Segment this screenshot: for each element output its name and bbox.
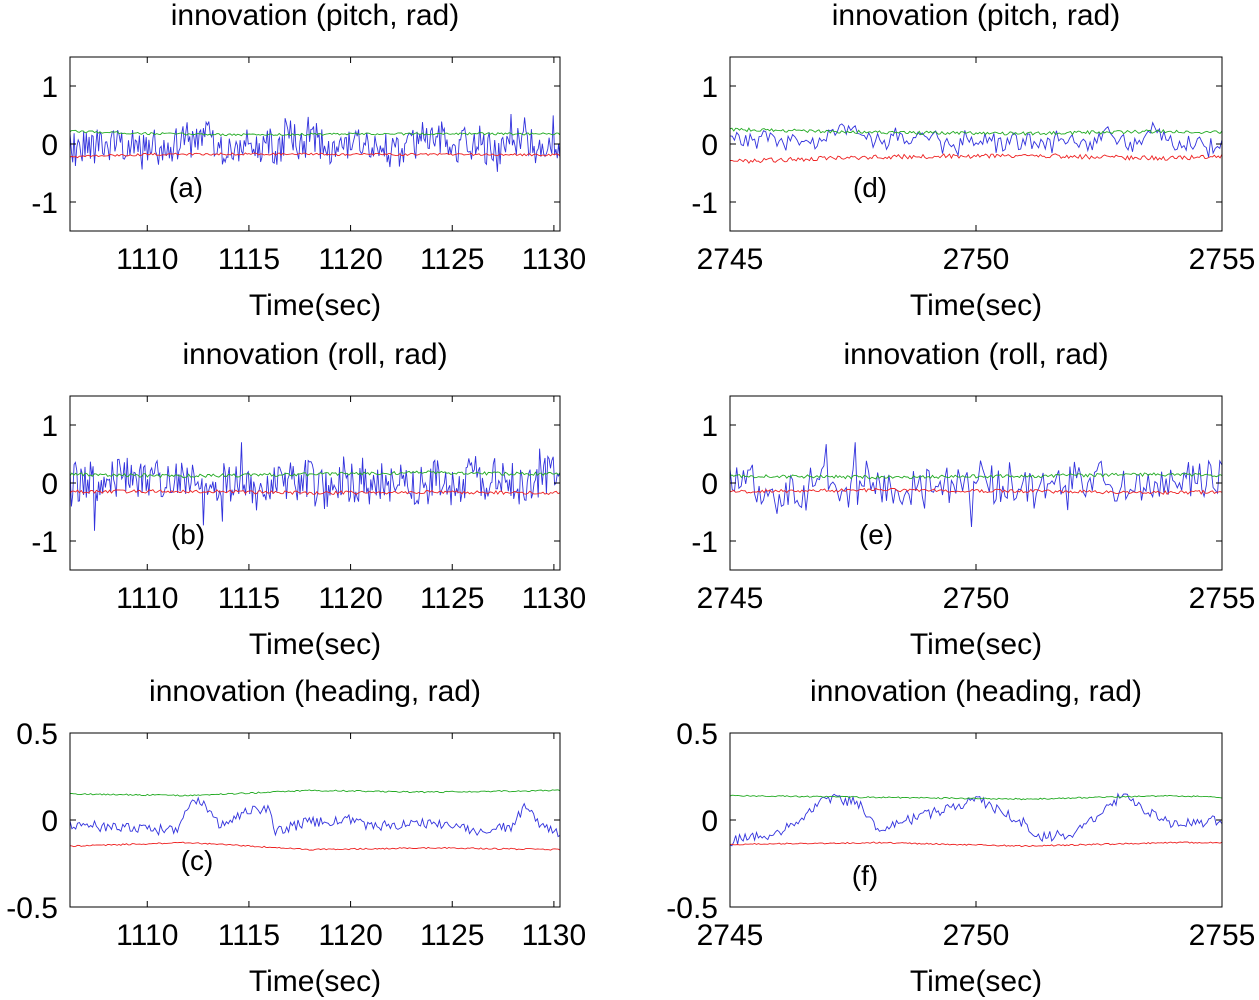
panel-label: (b): [171, 519, 205, 550]
y-tick-label: -1: [691, 526, 718, 559]
x-tick-label: 1115: [218, 582, 280, 615]
x-tick-label: 1115: [218, 243, 280, 276]
x-tick-label: 1110: [116, 582, 178, 615]
plot-frame: [69, 732, 561, 908]
series-innovation: [730, 442, 1222, 528]
x-tick-label: 2755: [1189, 919, 1256, 952]
series-upper-bound: [730, 472, 1222, 480]
x-tick-label: 1130: [522, 919, 587, 952]
series-upper-bound: [70, 789, 560, 797]
x-tick-label: 1130: [522, 243, 587, 276]
series-upper-bound: [70, 129, 560, 137]
y-tick-label: -1: [691, 187, 718, 220]
x-tick-label: 1120: [318, 582, 383, 615]
panel-label: (a): [169, 172, 203, 203]
series-lower-bound: [730, 153, 1222, 164]
chart-title: innovation (roll, rad): [182, 338, 447, 371]
y-tick-label: 0.5: [16, 718, 58, 751]
series-innovation: [70, 796, 560, 838]
x-tick-label: 1125: [420, 919, 485, 952]
panel-b: innovation (roll, rad) 1 0 -1 1110 1115 1120 11…: [31, 338, 586, 661]
panel-label: (c): [181, 845, 214, 876]
chart-title: innovation (heading, rad): [810, 675, 1142, 708]
x-tick-label: 1110: [116, 243, 178, 276]
y-tick-label: 0: [701, 468, 718, 501]
panel-label: (e): [859, 519, 893, 550]
x-tick-label: 1110: [116, 919, 178, 952]
y-tick-label: 0: [701, 129, 718, 162]
x-tick-label: 1120: [318, 919, 383, 952]
x-axis-label: Time(sec): [249, 965, 381, 998]
y-tick-label: 1: [701, 71, 718, 104]
y-tick-label: 0: [41, 805, 58, 838]
x-tick-label: 2745: [697, 243, 764, 276]
plot-frame: [69, 395, 561, 571]
series-lower-bound: [730, 841, 1222, 848]
x-tick-label: 2750: [943, 582, 1010, 615]
panel-label: (d): [853, 172, 887, 203]
chart-title: innovation (pitch, rad): [171, 0, 460, 32]
x-axis-label: Time(sec): [910, 965, 1042, 998]
y-tick-label: 0: [701, 805, 718, 838]
y-tick-label: 0: [41, 129, 58, 162]
series-innovation: [70, 113, 560, 172]
y-tick-label: 0: [41, 468, 58, 501]
x-tick-label: 1120: [318, 243, 383, 276]
panel-label: (f): [852, 860, 878, 891]
x-tick-label: 2745: [697, 582, 764, 615]
x-tick-label: 1125: [420, 243, 485, 276]
series-lower-bound: [70, 841, 560, 851]
chart-title: innovation (pitch, rad): [832, 0, 1121, 32]
series-lower-bound: [70, 152, 560, 159]
y-tick-label: -1: [31, 526, 58, 559]
x-tick-label: 2750: [943, 243, 1010, 276]
series-upper-bound: [730, 127, 1222, 136]
y-tick-label: 0.5: [676, 718, 718, 751]
x-axis-label: Time(sec): [249, 289, 381, 322]
series-upper-bound: [730, 794, 1222, 801]
series-innovation: [730, 121, 1222, 158]
y-tick-label: -0.5: [6, 892, 58, 925]
panel-e: innovation (roll, rad) 1 0 -1 2745 2750 2755 Ti…: [691, 338, 1255, 661]
y-tick-label: 1: [41, 71, 58, 104]
series-innovation: [70, 442, 560, 531]
x-tick-label: 1115: [218, 919, 280, 952]
plot-frame: [729, 56, 1223, 232]
panel-d: innovation (pitch, rad) 1 0 -1 2745 2750 2755 T…: [691, 0, 1255, 322]
y-tick-label: -0.5: [666, 892, 718, 925]
series-lower-bound: [70, 489, 560, 496]
y-tick-label: 1: [41, 410, 58, 443]
series-lower-bound: [730, 487, 1222, 495]
chart-title: innovation (roll, rad): [843, 338, 1108, 371]
series-innovation: [730, 792, 1222, 847]
chart-title: innovation (heading, rad): [149, 675, 481, 708]
x-tick-label: 1130: [522, 582, 587, 615]
x-tick-label: 2750: [943, 919, 1010, 952]
panel-c: innovation (heading, rad) 0.5 0 -0.5 1110 111…: [6, 675, 586, 998]
panel-a: innovation (pitch, rad) 1 0 -1 1110 1115 1120 1…: [31, 0, 586, 322]
x-tick-label: 2755: [1189, 243, 1256, 276]
y-tick-label: -1: [31, 187, 58, 220]
x-tick-label: 1125: [420, 582, 485, 615]
series-upper-bound: [70, 470, 560, 479]
x-axis-label: Time(sec): [910, 628, 1042, 661]
x-axis-label: Time(sec): [910, 289, 1042, 322]
x-tick-label: 2745: [697, 919, 764, 952]
y-tick-label: 1: [701, 410, 718, 443]
x-axis-label: Time(sec): [249, 628, 381, 661]
x-tick-label: 2755: [1189, 582, 1256, 615]
